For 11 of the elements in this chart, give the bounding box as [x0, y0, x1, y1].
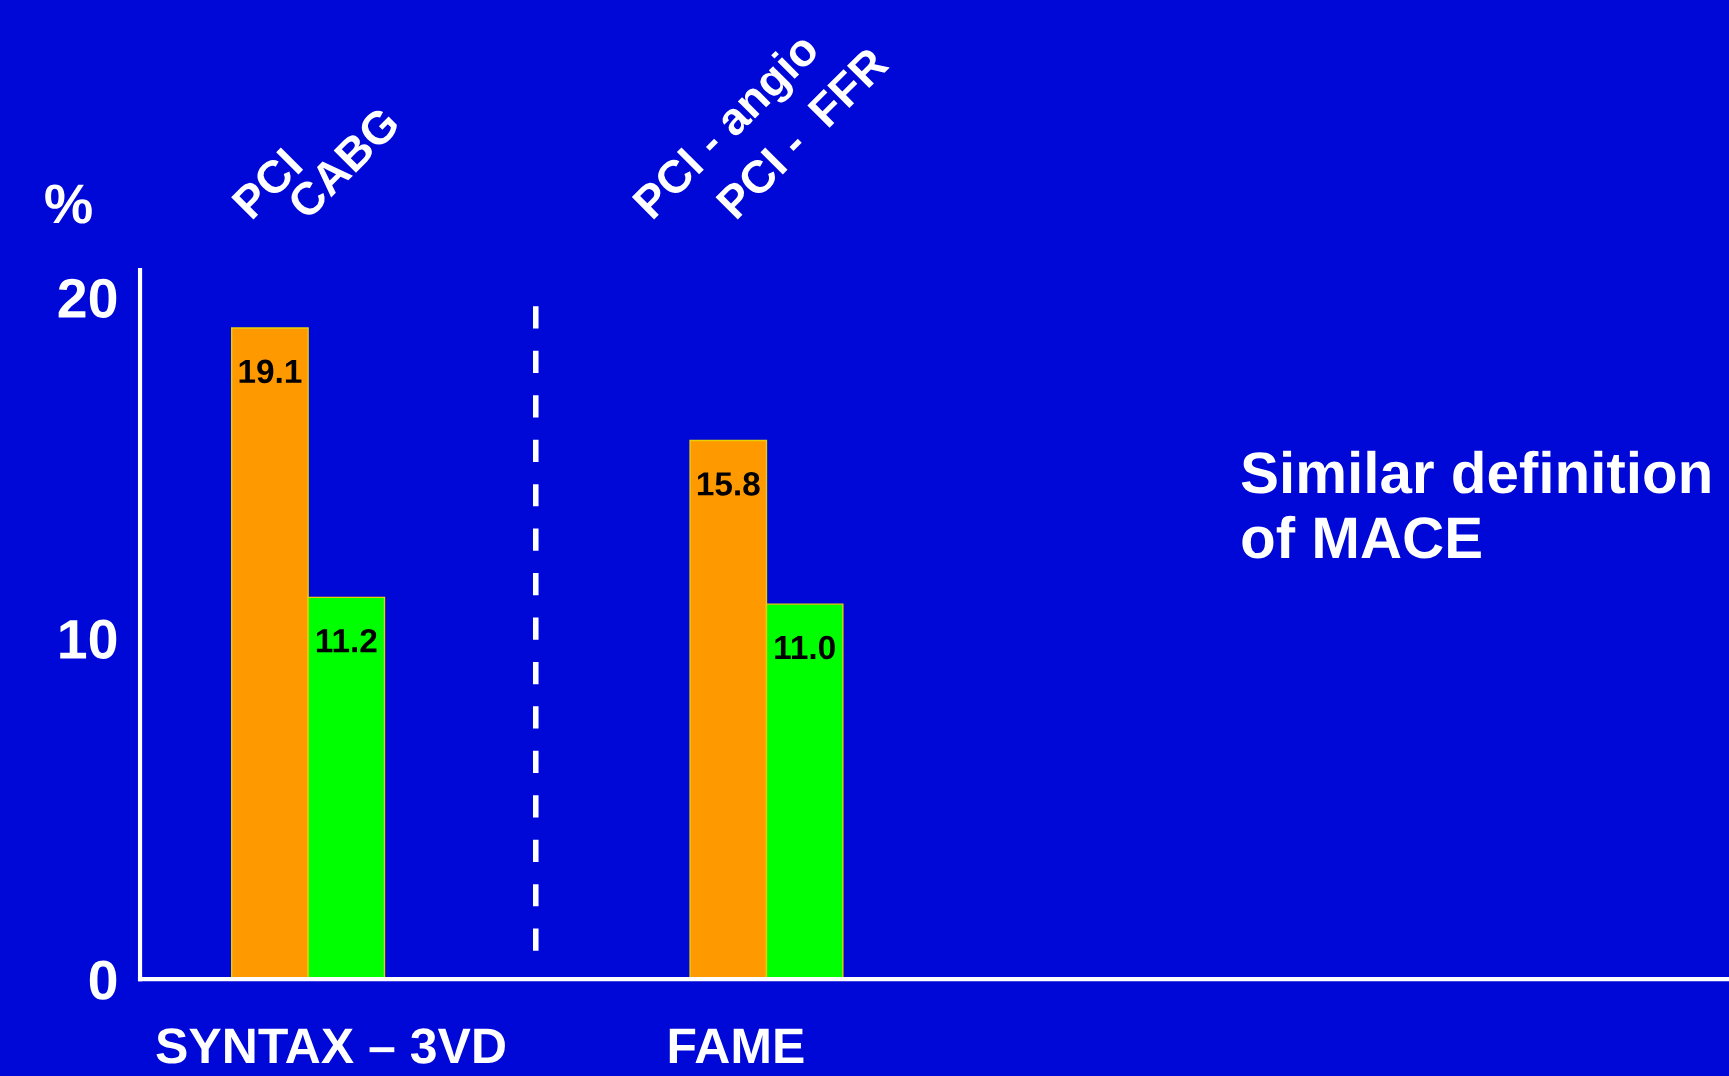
data-label: 19.1: [239, 359, 302, 384]
text: Similar definition of MACE: [1241, 450, 1710, 559]
data-label: 11.0: [775, 635, 835, 660]
data-label: 11.2: [316, 628, 377, 653]
text: SYNTAX – 3VD: [156, 1028, 505, 1064]
y-tick-label: 10: [60, 619, 117, 659]
text: FAME: [669, 1028, 804, 1064]
y-tick-label: 20: [58, 278, 117, 319]
data-label: 15.8: [697, 472, 760, 496]
y-tick-label: 0: [89, 960, 117, 1000]
y-axis-title: %: [45, 184, 92, 224]
